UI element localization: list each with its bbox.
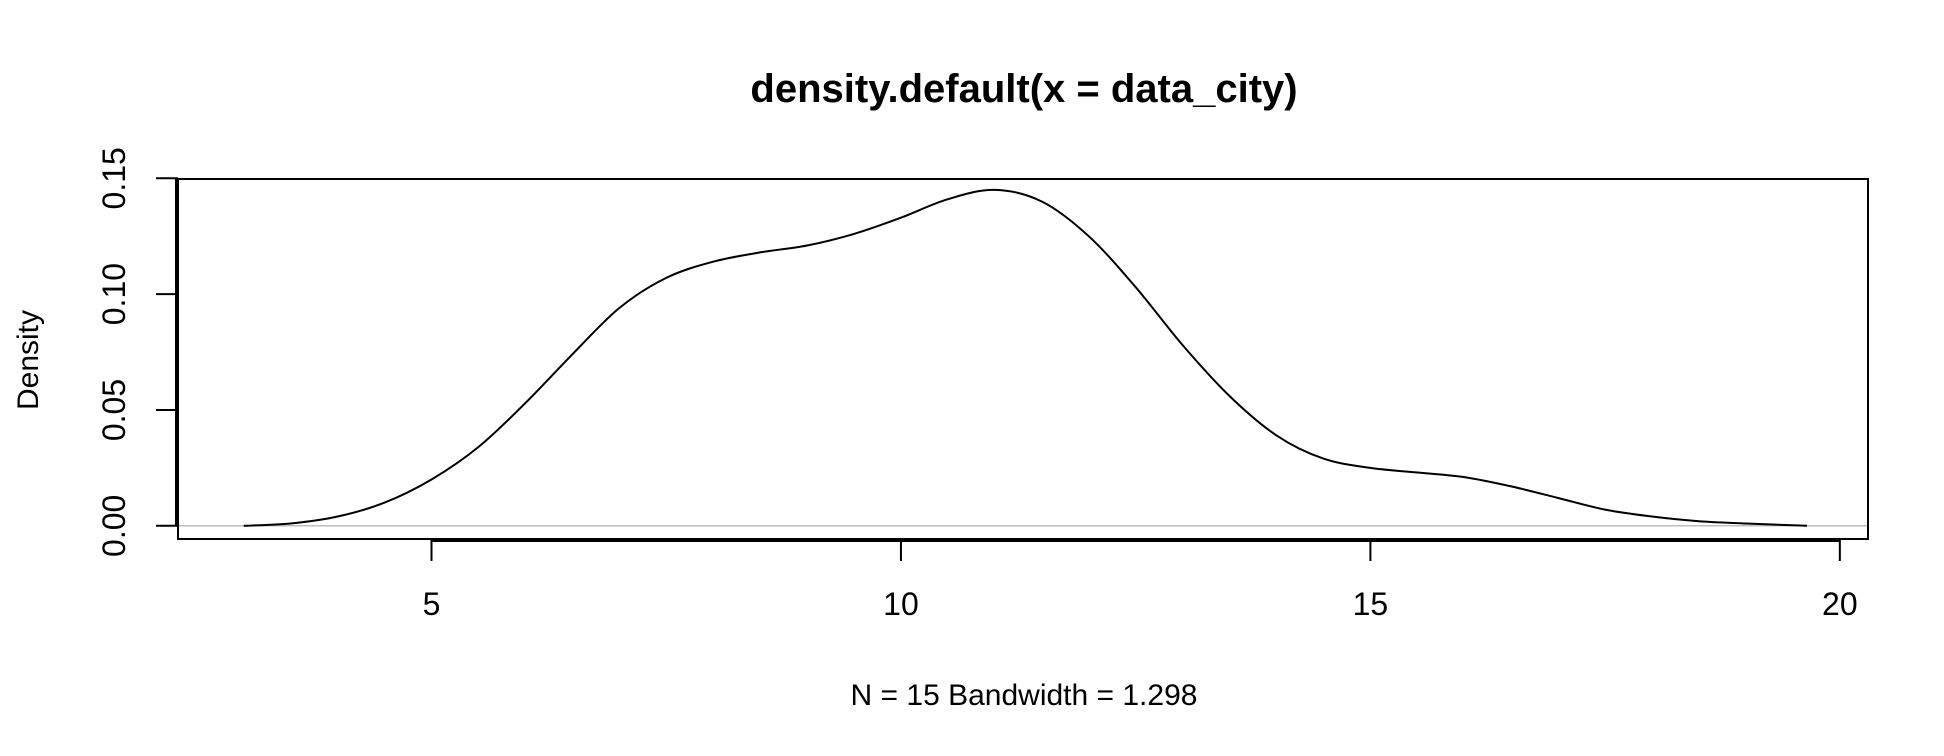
x-tick-label: 20	[1822, 586, 1858, 622]
x-tick-label: 10	[883, 586, 919, 622]
x-axis: 5 10 15 20	[423, 539, 1858, 622]
plot-frame	[177, 178, 1869, 540]
y-tick-label: 0.10	[96, 263, 132, 325]
y-tick-label: 0.00	[96, 495, 132, 557]
x-tick-label: 5	[423, 586, 441, 622]
chart-title: density.default(x = data_city)	[750, 67, 1297, 111]
y-tick-label: 0.15	[96, 147, 132, 209]
y-tick-label: 0.05	[96, 379, 132, 441]
x-tick-label: 15	[1353, 586, 1389, 622]
density-line	[243, 188, 1808, 527]
y-axis: 0.00 0.05 0.10 0.15	[96, 147, 178, 557]
y-axis-label: Density	[12, 310, 45, 410]
x-axis-label: N = 15 Bandwidth = 1.298	[851, 679, 1198, 712]
